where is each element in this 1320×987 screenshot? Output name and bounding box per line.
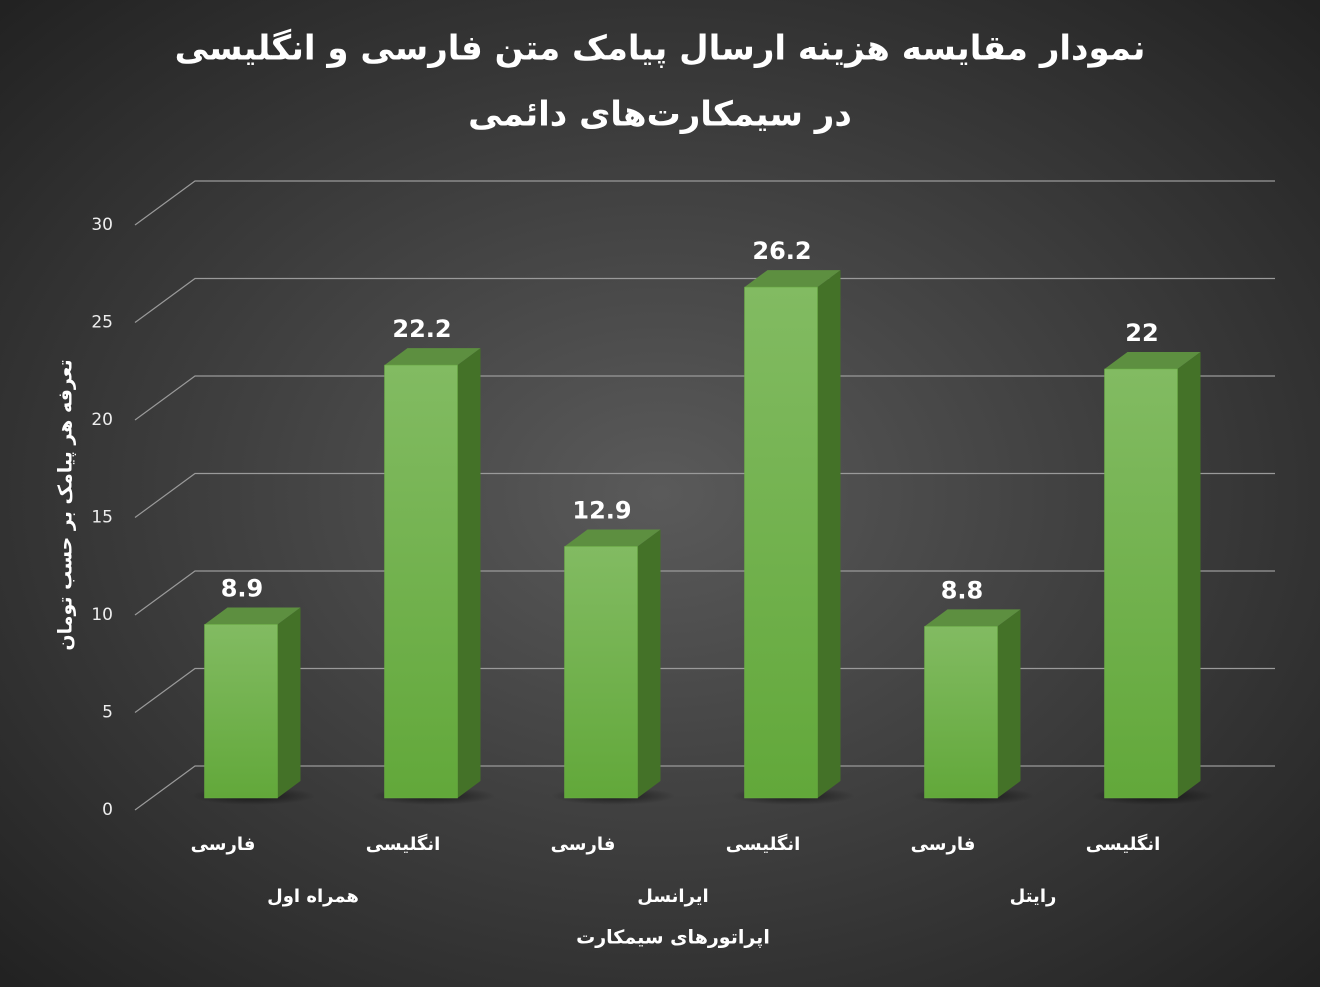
bar-top: [204, 607, 301, 625]
data-label: 26.2: [752, 237, 811, 265]
bar-side: [997, 609, 1021, 798]
y-tick-label: 5: [102, 703, 113, 723]
group-label: رایتل: [1010, 886, 1057, 907]
y-tick-label: 20: [91, 410, 113, 430]
bar: [204, 624, 278, 799]
group-label: همراه اول: [267, 886, 359, 907]
x-tick-label: انگلیسی: [366, 833, 441, 855]
y-tick-label: 15: [91, 508, 113, 528]
data-label: 12.9: [572, 496, 631, 524]
bar-top: [564, 529, 661, 547]
x-tick-label: فارسی: [551, 834, 616, 855]
bar-side: [277, 607, 301, 798]
bar: [564, 546, 638, 799]
data-label: 22: [1125, 319, 1158, 347]
grid-line: [134, 667, 1275, 713]
bar-top: [384, 348, 481, 366]
data-label: 8.9: [221, 574, 264, 602]
x-axis-title: اپراتورهای سیمکارت: [576, 927, 770, 949]
x-tick-label: فارسی: [911, 834, 976, 855]
chart-title: نمودار مقایسه هزینه ارسال پیامک متن فارس…: [175, 29, 1146, 69]
grid-line: [134, 765, 1275, 811]
y-tick-label: 0: [102, 800, 113, 820]
data-label: 22.2: [392, 315, 451, 343]
grid-line: [134, 180, 1275, 226]
bar-side: [457, 348, 481, 798]
bar-side: [817, 270, 841, 799]
grid-line: [134, 277, 1275, 323]
x-tick-label: فارسی: [191, 834, 256, 855]
grid-line: [134, 570, 1275, 616]
x-tick-label: انگلیسی: [726, 833, 801, 855]
bar-side: [637, 529, 661, 798]
bar: [384, 364, 458, 799]
bar: [744, 286, 818, 799]
bar: [1104, 368, 1178, 799]
y-tick-label: 25: [91, 313, 113, 333]
grid-line: [134, 472, 1275, 518]
bar-top: [1104, 352, 1201, 369]
y-tick-label: 30: [91, 215, 113, 235]
y-axis-title: تعرفه هر پیامک بر حسب تومان: [55, 359, 77, 650]
data-label: 8.8: [941, 576, 984, 604]
y-tick-label: 10: [91, 605, 113, 625]
bar-top: [744, 270, 841, 288]
bar-side: [1177, 352, 1201, 798]
bar: [924, 626, 998, 799]
bar-top: [924, 609, 1021, 627]
grid-line: [134, 375, 1275, 421]
chart-title: در سیمکارت‌های دائمی: [468, 95, 852, 135]
x-tick-label: انگلیسی: [1086, 833, 1161, 855]
group-label: ایرانسل: [637, 886, 708, 907]
